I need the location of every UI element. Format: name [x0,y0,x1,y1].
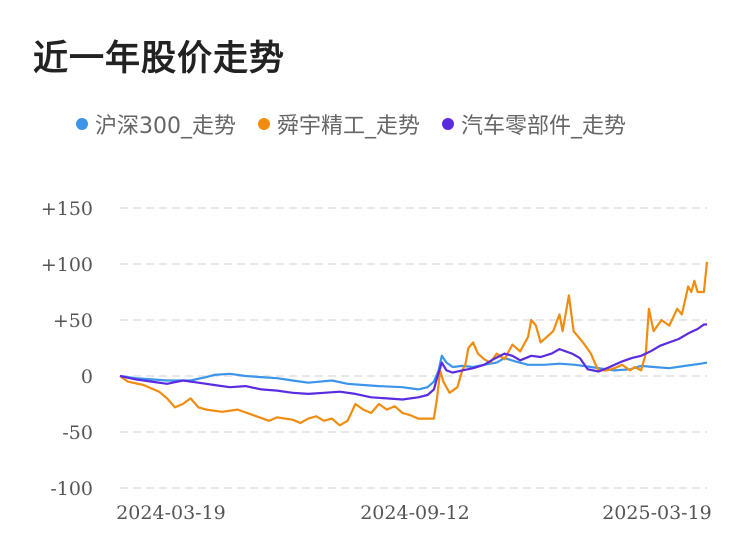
legend-label-shunyu: 舜宇精工_走势 [277,114,421,139]
series-lines [119,261,709,427]
y-axis-ticks: +150 +100 +50 0 -50 -100 [41,198,93,500]
y-tick-label: -100 [50,478,93,500]
y-tick-label: -50 [62,422,93,444]
legend-label-hs300: 沪深300_走势 [95,114,236,139]
x-tick-label: 2025-03-19 [602,502,712,524]
legend-item-shunyu[interactable]: 舜宇精工_走势 [258,108,420,140]
y-tick-label: +50 [53,310,93,332]
legend-item-hs300[interactable]: 沪深300_走势 [76,108,236,140]
legend-label-auto: 汽车零部件_走势 [461,114,627,139]
y-tick-label: 0 [81,366,93,388]
page-title: 近一年股价走势 [33,39,286,79]
x-axis-ticks: 2024-03-19 2024-09-12 2025-03-19 [116,502,712,524]
grid-lines [120,207,707,489]
legend-dot-hs300 [76,118,88,130]
legend-dot-auto [442,118,455,130]
x-tick-label: 2024-09-12 [360,502,470,524]
legend-item-auto[interactable]: 汽车零部件_走势 [442,108,626,140]
y-tick-label: +100 [41,254,93,276]
y-tick-label: +150 [41,198,93,220]
chart-legend: 沪深300_走势 舜宇精工_走势 汽车零部件_走势 [76,108,648,140]
x-tick-label: 2024-03-19 [116,502,226,524]
series-line-1 [119,261,709,427]
legend-dot-shunyu [258,118,270,130]
series-line-2 [119,323,707,401]
